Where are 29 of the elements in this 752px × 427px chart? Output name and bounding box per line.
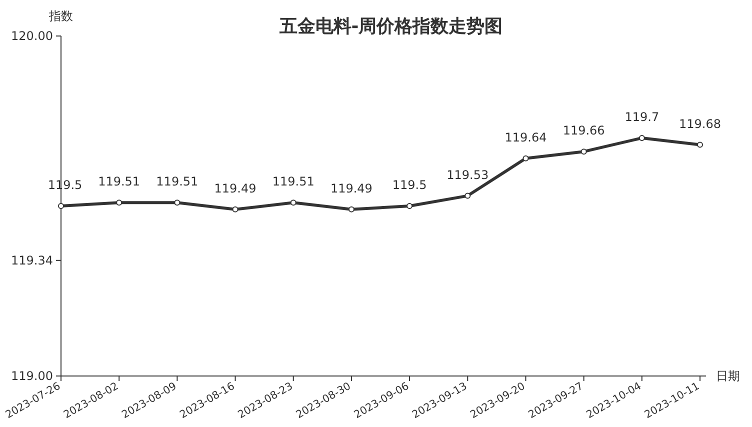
- point: [580, 148, 587, 155]
- y-tick-label: 119.00: [11, 369, 53, 383]
- point: [406, 203, 413, 209]
- point: [290, 200, 296, 206]
- point: [116, 200, 122, 206]
- chart-title: 五金电料-周价格指数走势图: [278, 16, 503, 37]
- data-label: 119.51: [272, 174, 314, 189]
- data-label: 119.49: [330, 181, 372, 196]
- point: [348, 206, 354, 212]
- data-label: 119.49: [214, 181, 256, 196]
- data-label: 119.64: [504, 130, 547, 144]
- point: [638, 135, 645, 141]
- point: [174, 200, 180, 206]
- data-label: 119.53: [446, 168, 489, 182]
- y-tick-label: 120.00: [11, 29, 53, 43]
- point: [697, 142, 703, 148]
- point: [58, 203, 64, 209]
- data-label: 119.66: [562, 124, 605, 138]
- y-axis-title: 指数: [48, 9, 73, 23]
- x-axis-title: 日期: [716, 369, 740, 383]
- point: [522, 155, 529, 162]
- data-label: 119.51: [156, 174, 198, 189]
- point: [464, 192, 471, 199]
- data-label: 119.51: [98, 174, 140, 189]
- point: [232, 206, 238, 212]
- data-label: 119.5: [392, 178, 427, 192]
- data-label: 119.68: [679, 116, 721, 131]
- data-label: 119.7: [624, 110, 660, 124]
- y-tick-label: 119.34: [11, 253, 53, 268]
